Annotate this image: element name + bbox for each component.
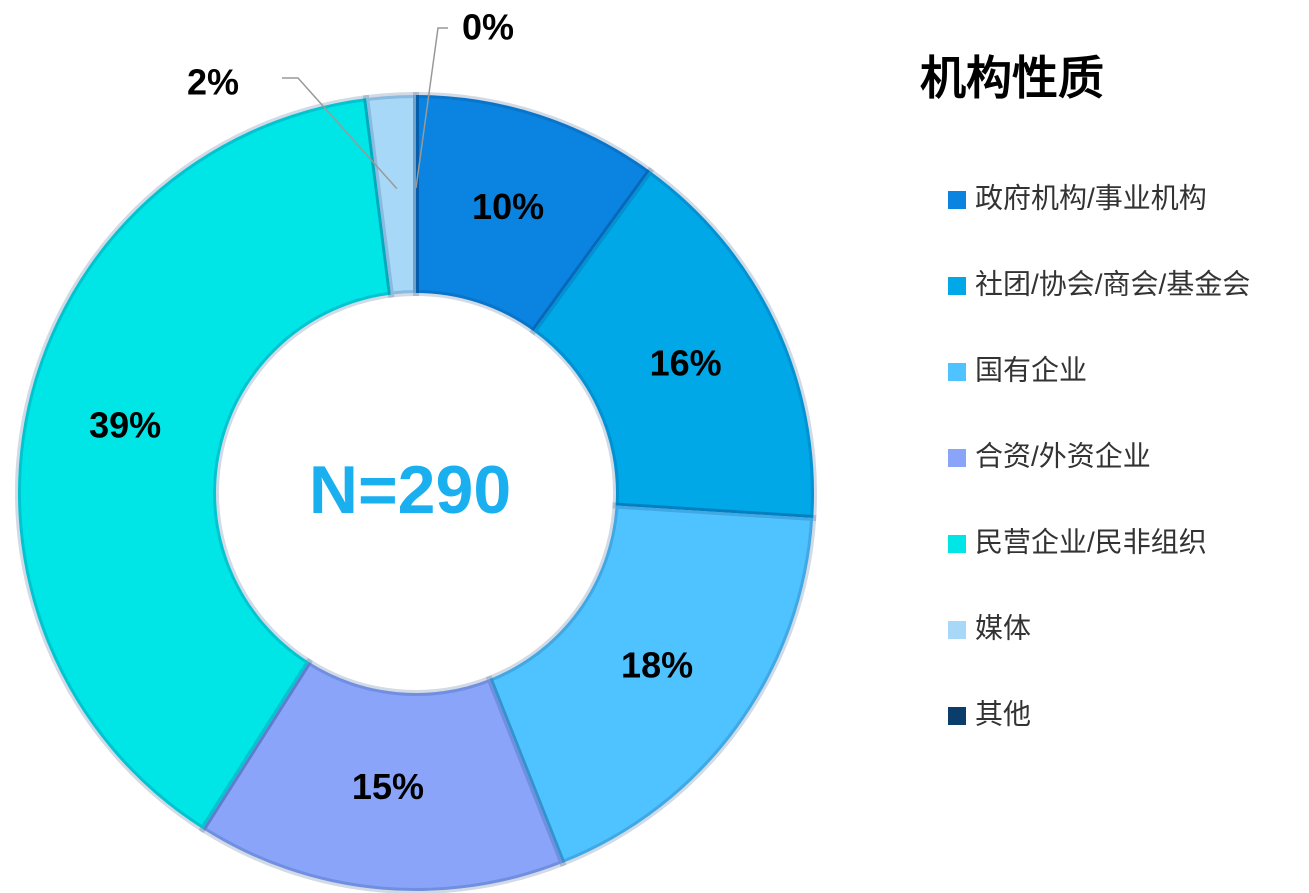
slice bbox=[413, 91, 655, 336]
legend-label: 合资/外资企业 bbox=[975, 440, 1151, 471]
legend-marker bbox=[948, 363, 966, 381]
data-label: 18% bbox=[621, 645, 693, 686]
legend-marker bbox=[948, 277, 966, 295]
legend-label: 政府机构/事业机构 bbox=[975, 182, 1207, 213]
slice bbox=[198, 657, 567, 893]
slice bbox=[529, 166, 817, 522]
legend-marker bbox=[948, 449, 966, 467]
slice bbox=[15, 94, 395, 834]
leader-line bbox=[415, 27, 448, 189]
slice bbox=[362, 91, 419, 298]
legend-marker bbox=[948, 707, 966, 725]
data-label: 10% bbox=[472, 186, 544, 227]
legend-title: 机构性质 bbox=[920, 52, 1104, 104]
legend-label: 民营企业/民非组织 bbox=[975, 526, 1207, 557]
legend-label: 国有企业 bbox=[975, 354, 1087, 385]
legend-marker bbox=[948, 191, 966, 209]
data-label: 15% bbox=[352, 766, 424, 807]
slice bbox=[485, 502, 817, 867]
leader-line bbox=[282, 77, 398, 190]
center-annotation: N=290 bbox=[309, 452, 511, 528]
data-label: 16% bbox=[650, 343, 722, 384]
data-label: 39% bbox=[89, 405, 161, 446]
legend-label: 媒体 bbox=[975, 612, 1031, 643]
legend-marker bbox=[948, 535, 966, 553]
data-label: 0% bbox=[462, 7, 514, 48]
legend-marker bbox=[948, 621, 966, 639]
data-label: 2% bbox=[187, 62, 239, 103]
legend-label: 社团/协会/商会/基金会 bbox=[975, 268, 1250, 299]
legend-label: 其他 bbox=[975, 698, 1031, 729]
